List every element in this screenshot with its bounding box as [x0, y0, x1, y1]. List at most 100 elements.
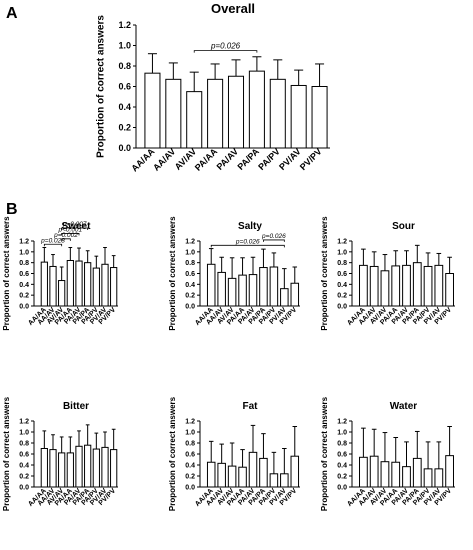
y-tick-label: 0.8 — [118, 61, 131, 71]
y-tick-label: 0.2 — [19, 293, 29, 300]
y-tick-label: 0.2 — [185, 293, 195, 300]
y-tick-label: 0.2 — [185, 473, 195, 480]
bar — [402, 466, 411, 488]
panel-label: A — [6, 5, 18, 22]
bar — [227, 75, 245, 149]
x-tick-label: AA/AV — [151, 146, 177, 172]
significance-bracket — [263, 239, 285, 242]
significance-bracket — [210, 244, 285, 248]
bar — [280, 288, 289, 307]
y-axis-label: Proportion of correct answers — [2, 216, 11, 331]
x-tick-label: PA/PA — [235, 146, 261, 172]
bar — [144, 72, 161, 149]
bar — [206, 461, 216, 488]
bar — [58, 280, 66, 307]
y-tick-label: 0.8 — [19, 260, 29, 267]
y-tick-label: 0.8 — [337, 260, 347, 267]
y-tick-label: 0.4 — [337, 282, 347, 289]
y-tick-label: 0.0 — [185, 484, 195, 491]
significance-bracket — [43, 243, 63, 247]
bar — [227, 465, 237, 488]
chart-title: Salty — [238, 221, 262, 232]
bar — [445, 273, 454, 307]
bar — [248, 70, 265, 149]
bar — [186, 91, 203, 149]
y-tick-label: 0.6 — [337, 451, 347, 458]
y-tick-label: 0.8 — [185, 440, 195, 447]
bar — [40, 448, 48, 488]
y-tick-label: 1.2 — [337, 238, 347, 245]
x-tick-label: PA/PV — [256, 146, 282, 172]
bar — [227, 277, 237, 307]
bar — [101, 263, 109, 307]
y-tick-label: 0.8 — [19, 440, 29, 447]
y-tick-label: 0.2 — [118, 123, 131, 133]
bar — [269, 266, 279, 307]
x-tick-label: PA/AA — [193, 146, 220, 173]
bar — [290, 455, 300, 488]
bar — [380, 270, 390, 307]
bar — [75, 260, 83, 307]
bar — [49, 449, 57, 488]
bar — [269, 473, 279, 488]
y-tick-label: 0.4 — [337, 462, 347, 469]
y-tick-label: 1.0 — [19, 429, 29, 436]
x-tick-label: PV/PV — [298, 146, 324, 172]
y-axis-label: Proportion of correct answers — [320, 396, 329, 511]
y-tick-label: 0.0 — [337, 484, 347, 491]
y-tick-label: 1.2 — [337, 418, 347, 425]
y-tick-label: 0.6 — [185, 451, 195, 458]
y-tick-label: 0.4 — [19, 282, 29, 289]
y-tick-label: 1.0 — [19, 249, 29, 256]
bar — [238, 466, 247, 488]
significance-label: p=0.026 — [235, 238, 260, 245]
bar — [412, 262, 422, 307]
y-tick-label: 0.6 — [19, 271, 29, 278]
bar — [259, 267, 268, 307]
bar — [248, 451, 258, 488]
bar — [434, 468, 444, 488]
chart-title: Sweet — [62, 221, 92, 232]
significance-label: p=0.026 — [261, 233, 286, 240]
y-tick-label: 0.2 — [337, 473, 347, 480]
bar — [66, 452, 74, 488]
y-axis-label: Proportion of correct answers — [2, 396, 11, 511]
y-tick-label: 0.0 — [19, 303, 29, 310]
bar — [445, 455, 454, 488]
y-tick-label: 0.6 — [19, 451, 29, 458]
bar — [238, 274, 247, 307]
y-tick-label: 1.2 — [185, 418, 195, 425]
bar — [92, 448, 100, 488]
bar — [423, 265, 433, 307]
y-tick-label: 1.2 — [118, 20, 131, 30]
y-tick-label: 0.2 — [337, 293, 347, 300]
y-axis-label: Proportion of correct answers — [168, 216, 177, 331]
y-tick-label: 0.4 — [185, 282, 195, 289]
y-tick-label: 0.6 — [337, 271, 347, 278]
y-tick-label: 0.8 — [185, 260, 195, 267]
y-tick-label: 0.0 — [19, 484, 29, 491]
significance-bracket — [61, 233, 80, 236]
y-tick-label: 1.0 — [337, 249, 347, 256]
significance-bracket — [61, 227, 89, 230]
significance-label: p<0.001 — [57, 226, 82, 233]
bar — [58, 452, 66, 488]
y-tick-label: 1.0 — [185, 429, 195, 436]
panel-label: B — [6, 201, 18, 218]
y-tick-label: 0.8 — [337, 440, 347, 447]
y-axis-label: Proportion of correct answers — [96, 15, 107, 158]
y-tick-label: 0.2 — [19, 473, 29, 480]
significance-label: p=0.007 — [62, 221, 87, 228]
bar — [259, 457, 268, 488]
x-tick-label: PV/AV — [277, 146, 303, 172]
bar — [165, 78, 182, 149]
bar — [269, 78, 286, 149]
y-tick-label: 0.0 — [337, 303, 347, 310]
y-tick-label: 1.0 — [337, 429, 347, 436]
bar — [40, 261, 48, 307]
bar — [290, 84, 307, 149]
y-tick-label: 0.0 — [118, 143, 131, 153]
bar — [280, 473, 289, 488]
bar — [49, 265, 57, 307]
